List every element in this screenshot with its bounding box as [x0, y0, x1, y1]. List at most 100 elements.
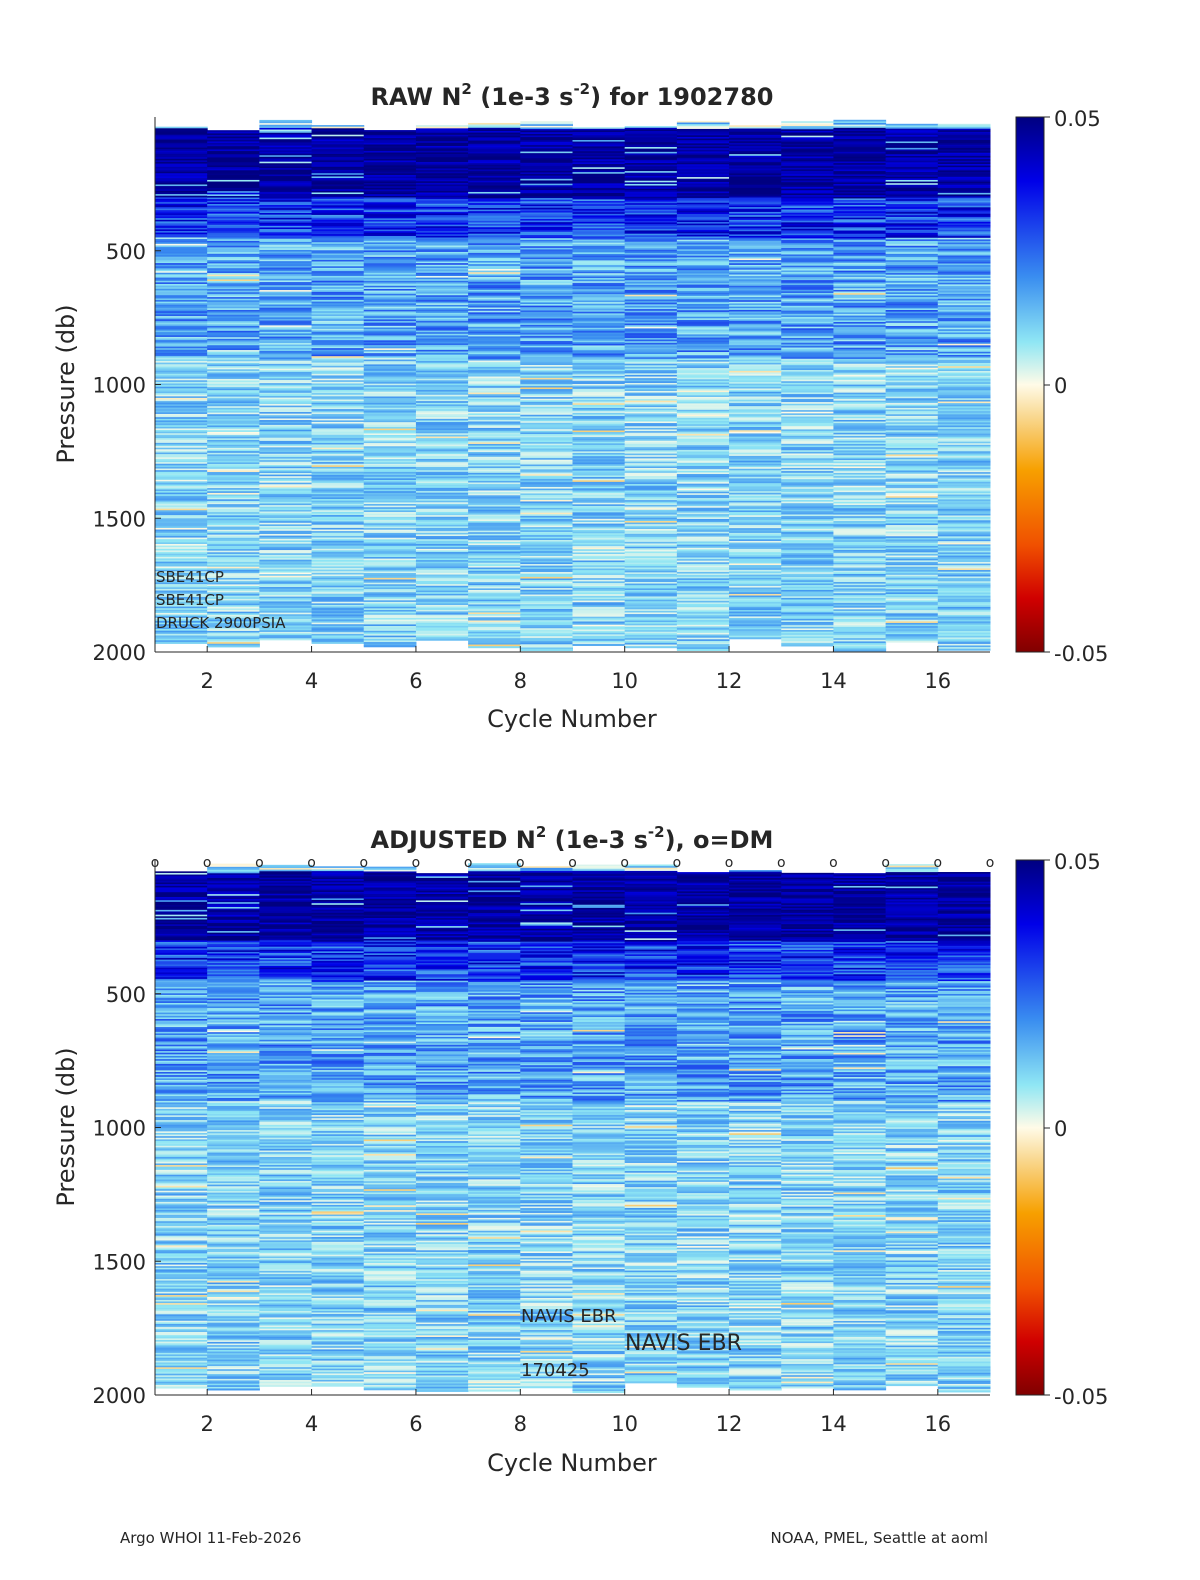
heatmap-cell [676, 587, 730, 590]
heatmap-cell [624, 551, 678, 554]
heatmap-cell [624, 331, 678, 334]
heatmap-cell [415, 312, 469, 315]
heatmap-cell [311, 153, 365, 156]
heatmap-cell [259, 135, 313, 138]
heatmap-cell [259, 163, 313, 166]
heatmap-cell [729, 378, 782, 381]
heatmap-cell [259, 195, 313, 198]
heatmap-cell [520, 520, 573, 523]
heatmap-cell [363, 282, 417, 285]
heatmap-cell [155, 165, 208, 168]
heatmap-cell [311, 280, 365, 283]
heatmap-cell [259, 386, 313, 389]
heatmap-cell [833, 126, 887, 129]
heatmap-cell [155, 126, 208, 129]
heatmap-cell [155, 362, 208, 365]
heatmap-cell [572, 183, 626, 186]
heatmap-cell [259, 586, 313, 589]
heatmap-cell [259, 177, 313, 180]
heatmap-cell [311, 178, 365, 181]
heatmap-cell [572, 252, 626, 255]
heatmap-cell [572, 245, 626, 248]
heatmap-cell [572, 528, 626, 531]
heatmap-cell [572, 257, 626, 260]
heatmap-cell [520, 162, 573, 165]
heatmap-cell [676, 130, 730, 133]
heatmap-cell [155, 566, 208, 569]
heatmap-cell [207, 199, 260, 202]
heatmap-cell [259, 631, 313, 634]
heatmap-cell [624, 439, 678, 442]
heatmap-cell [415, 154, 469, 157]
heatmap-cell [833, 244, 887, 247]
heatmap-cell [781, 602, 834, 605]
heatmap-cell [155, 401, 208, 404]
heatmap-cell [676, 127, 730, 130]
heatmap-cell [468, 572, 521, 575]
heatmap-cell [207, 520, 260, 523]
heatmap-cell [259, 383, 313, 386]
heatmap-cell [676, 498, 730, 501]
heatmap-cell [624, 468, 678, 471]
heatmap-cell [729, 290, 782, 293]
heatmap-cell [520, 271, 573, 274]
heatmap-cell [572, 202, 626, 205]
heatmap-cell [833, 277, 887, 280]
heatmap-cell [259, 537, 313, 540]
heatmap-cell [572, 242, 626, 245]
heatmap-cell [311, 316, 365, 319]
heatmap-cell [155, 547, 208, 550]
heatmap-cell [520, 130, 573, 133]
heatmap-cell [729, 160, 782, 163]
heatmap-cell [520, 323, 573, 326]
heatmap-cell [572, 411, 626, 414]
heatmap-cell [833, 171, 887, 174]
heatmap-cell [572, 221, 626, 224]
heatmap-cell [676, 517, 730, 520]
heatmap-cell [207, 393, 260, 396]
heatmap-cell [729, 443, 782, 446]
heatmap-cell [207, 348, 260, 351]
heatmap-cell [415, 365, 469, 368]
heatmap-cell [729, 175, 782, 178]
heatmap-cell [624, 402, 678, 405]
heatmap-cell [676, 615, 730, 618]
heatmap-cell [676, 233, 730, 236]
heatmap-cell [415, 561, 469, 564]
heatmap-cell [311, 269, 365, 272]
heatmap-cell [363, 436, 417, 439]
heatmap-cell [676, 446, 730, 449]
heatmap-cell [415, 486, 469, 489]
heatmap-cell [155, 560, 208, 563]
heatmap-cell [781, 443, 834, 446]
heatmap-cell [729, 340, 782, 343]
heatmap-cell [624, 156, 678, 159]
raw-title: RAW N2 (1e-3 s-2) for 1902780 [371, 80, 774, 111]
heatmap-cell [833, 161, 887, 164]
heatmap-cell [833, 283, 887, 286]
heatmap-cell [311, 569, 365, 572]
heatmap-cell [415, 513, 469, 516]
heatmap-cell [155, 181, 208, 184]
heatmap-cell [624, 480, 678, 483]
heatmap-cell [468, 400, 521, 403]
heatmap-cell [624, 373, 678, 376]
heatmap-cell [729, 157, 782, 160]
heatmap-cell [572, 538, 626, 541]
heatmap-cell [363, 537, 417, 540]
heatmap-cell [520, 313, 573, 316]
raw-title-end: ) for 1902780 [590, 83, 773, 111]
heatmap-cell [468, 525, 521, 528]
heatmap-cell [468, 374, 521, 377]
heatmap-cell [676, 465, 730, 468]
heatmap-cell [363, 272, 417, 275]
heatmap-cell [311, 401, 365, 404]
heatmap-cell [520, 398, 573, 401]
heatmap-cell [676, 539, 730, 542]
heatmap-cell [676, 510, 730, 513]
heatmap-cell [781, 190, 834, 193]
heatmap-cell [520, 621, 573, 624]
heatmap-cell [155, 577, 208, 580]
heatmap-cell [207, 505, 260, 508]
heatmap-cell [363, 327, 417, 330]
